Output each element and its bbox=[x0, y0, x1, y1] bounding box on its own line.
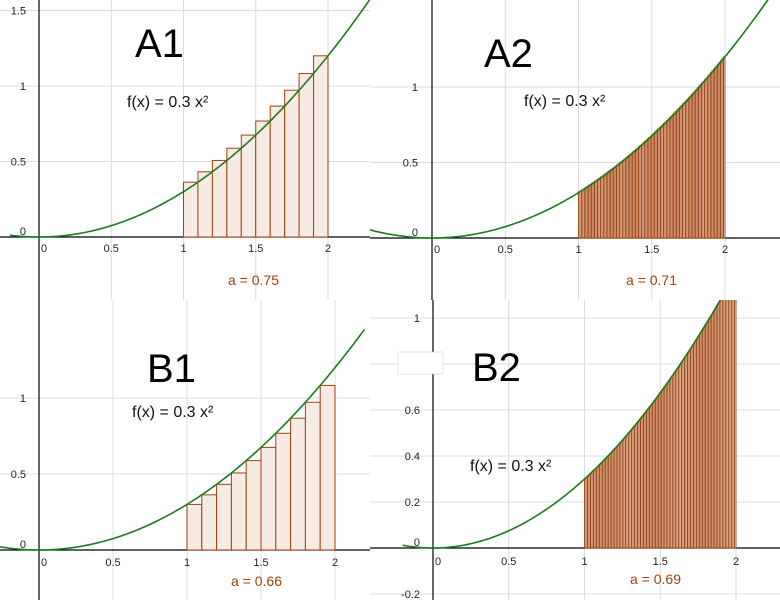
x-tick-label: 1 bbox=[184, 557, 190, 569]
riemann-rectangle bbox=[226, 147, 242, 238]
y-tick-label: 1.2 bbox=[405, 267, 420, 279]
x-tick-label: 1 bbox=[575, 244, 581, 256]
riemann-rectangle bbox=[201, 494, 218, 551]
y-tick-label: 0.4 bbox=[405, 451, 420, 463]
a-value-label: a = 0.71 bbox=[626, 272, 677, 288]
function-label: f(x) = 0.3 x² bbox=[470, 458, 552, 475]
y-tick-label: 1 bbox=[412, 82, 418, 94]
panel-label: B2 bbox=[472, 346, 521, 390]
x-tick-label: 1.5 bbox=[248, 243, 263, 255]
a-value-label: a = 0.75 bbox=[228, 272, 279, 288]
riemann-rectangle bbox=[260, 446, 277, 551]
x-tick-label: 0 bbox=[434, 244, 440, 256]
origin-label: 0 bbox=[414, 537, 420, 549]
overlay-tab bbox=[397, 351, 444, 375]
panel-A2: 0 0.5 1 1.5 2 0.5 1 0 A2 f(x) = 0.3 x² a = 0.71 bbox=[370, 0, 780, 300]
x-tick-label: 1 bbox=[180, 243, 186, 255]
riemann-rectangle bbox=[245, 460, 262, 551]
panel-A1: 0 0.5 1 1.5 2 0.5 1 1.5 0 A1 f(x) = 0.3 x² a = 0.75 bbox=[0, 0, 370, 300]
riemann-rectangle bbox=[734, 300, 737, 549]
panel-label: A2 bbox=[484, 32, 533, 76]
x-tick-label: 1.5 bbox=[653, 556, 668, 568]
y-tick-label: 1.5 bbox=[11, 6, 26, 18]
x-tick-label: 2 bbox=[325, 243, 331, 255]
function-curve bbox=[370, 0, 769, 239]
origin-label: 0 bbox=[20, 539, 26, 551]
riemann-rectangle bbox=[230, 472, 247, 551]
y-tick-label: 0.5 bbox=[11, 157, 26, 169]
x-tick-label: 1.5 bbox=[644, 244, 659, 256]
x-tick-label: 0.5 bbox=[498, 244, 513, 256]
origin-label: 0 bbox=[20, 226, 26, 238]
y-tick-label: 0.2 bbox=[405, 497, 420, 509]
riemann-rectangle bbox=[275, 432, 292, 551]
x-tick-label: 2 bbox=[332, 557, 338, 569]
function-label: f(x) = 0.3 x² bbox=[127, 94, 209, 111]
y-tick-label: 1 bbox=[20, 81, 26, 93]
riemann-rectangle bbox=[240, 134, 257, 238]
panel-label: A1 bbox=[135, 22, 184, 66]
function-label: f(x) = 0.3 x² bbox=[132, 404, 214, 421]
y-tick-label: 0.5 bbox=[11, 469, 26, 481]
riemann-rectangle bbox=[284, 89, 300, 238]
riemann-rectangle bbox=[269, 105, 286, 238]
x-tick-label: 0.5 bbox=[104, 243, 119, 255]
riemann-rectangle bbox=[186, 503, 203, 551]
x-tick-label: 0.5 bbox=[105, 557, 120, 569]
riemann-rectangle bbox=[216, 483, 232, 551]
y-tick-label: 0.6 bbox=[405, 405, 420, 417]
x-tick-label: 0 bbox=[41, 557, 47, 569]
riemann-rectangle bbox=[298, 72, 315, 238]
x-tick-label: 0 bbox=[41, 243, 47, 255]
riemann-rectangle bbox=[211, 159, 228, 238]
function-curve bbox=[0, 328, 366, 551]
y-tick-label: 0.5 bbox=[403, 158, 418, 170]
origin-label: 0 bbox=[412, 227, 418, 239]
function-label: f(x) = 0.3 x² bbox=[524, 93, 606, 110]
riemann-rectangle bbox=[313, 55, 329, 238]
y-tick-label: -0.2 bbox=[401, 589, 420, 600]
function-curve bbox=[402, 300, 722, 549]
x-tick-label: 0 bbox=[435, 556, 441, 568]
a-value-label: a = 0.66 bbox=[231, 573, 282, 589]
x-tick-label: 0.5 bbox=[501, 556, 516, 568]
a-value-label: a = 0.69 bbox=[630, 571, 681, 587]
y-tick-label: 1 bbox=[20, 393, 26, 405]
y-tick-label: 1 bbox=[414, 313, 420, 325]
panel-B1: 0 0.5 1 1.5 2 0.5 1 0 B1 f(x) = 0.3 x² a = 0.66 bbox=[0, 300, 370, 600]
function-curve bbox=[10, 0, 370, 238]
x-tick-label: 1.5 bbox=[253, 557, 268, 569]
riemann-rectangle bbox=[290, 417, 306, 551]
x-tick-label: 2 bbox=[733, 556, 739, 568]
x-tick-label: 2 bbox=[722, 244, 728, 256]
riemann-rectangle bbox=[319, 384, 336, 551]
riemann-rectangle bbox=[723, 56, 726, 239]
x-tick-label: 1 bbox=[581, 556, 587, 568]
panel-label: B1 bbox=[147, 347, 196, 391]
riemann-rectangle bbox=[304, 401, 321, 551]
riemann-rectangle bbox=[255, 120, 271, 238]
